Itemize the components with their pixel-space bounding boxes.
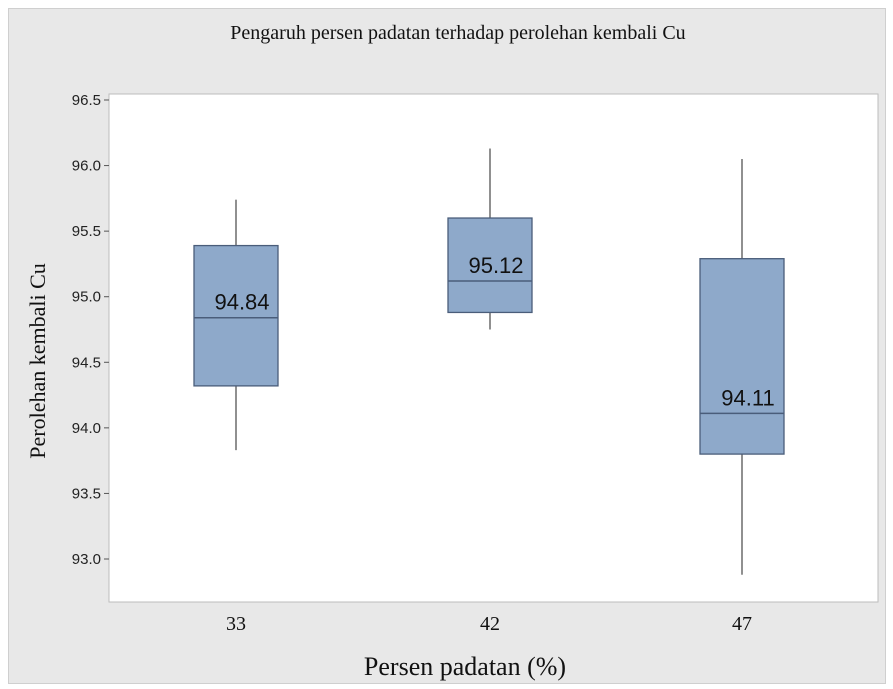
x-tick-label: 47: [732, 613, 752, 635]
box-iqr: [699, 258, 785, 455]
y-tick-label: 96.0: [72, 158, 101, 175]
median-label: 94.11: [721, 385, 774, 410]
x-axis: 33 42 47: [226, 613, 752, 635]
y-tick-label: 93.0: [72, 551, 101, 568]
y-tick-label: 95.0: [72, 289, 101, 306]
y-tick-label: 93.5: [72, 485, 101, 502]
y-axis: 93.0 93.5 94.0 94.5 95.0 95.5 96.0 96.5: [72, 92, 109, 568]
y-tick-label: 94.0: [72, 420, 101, 437]
x-tick-label: 42: [480, 613, 500, 635]
median-label: 95.12: [468, 253, 523, 278]
box-33: 94.84: [193, 199, 279, 451]
box-iqr: [193, 244, 279, 387]
x-axis-label: Persen padatan (%): [364, 652, 566, 681]
chart-title: Pengaruh persen padatan terhadap peroleh…: [230, 22, 685, 44]
boxplot-chart: Pengaruh persen padatan terhadap peroleh…: [25, 22, 879, 681]
y-tick-label: 94.5: [72, 354, 101, 371]
chart-frame: Pengaruh persen padatan terhadap peroleh…: [8, 8, 886, 684]
x-tick-label: 33: [226, 613, 246, 635]
box-42: 95.12: [447, 148, 533, 330]
median-label: 94.84: [214, 290, 269, 315]
y-tick-label: 95.5: [72, 223, 101, 240]
box-iqr: [447, 217, 533, 314]
box-47: 94.11: [699, 159, 785, 575]
y-axis-label: Perolehan kembali Cu: [25, 263, 50, 459]
y-tick-label: 96.5: [72, 92, 101, 109]
boxes-group: 94.84 95.12 94.11: [193, 148, 785, 575]
